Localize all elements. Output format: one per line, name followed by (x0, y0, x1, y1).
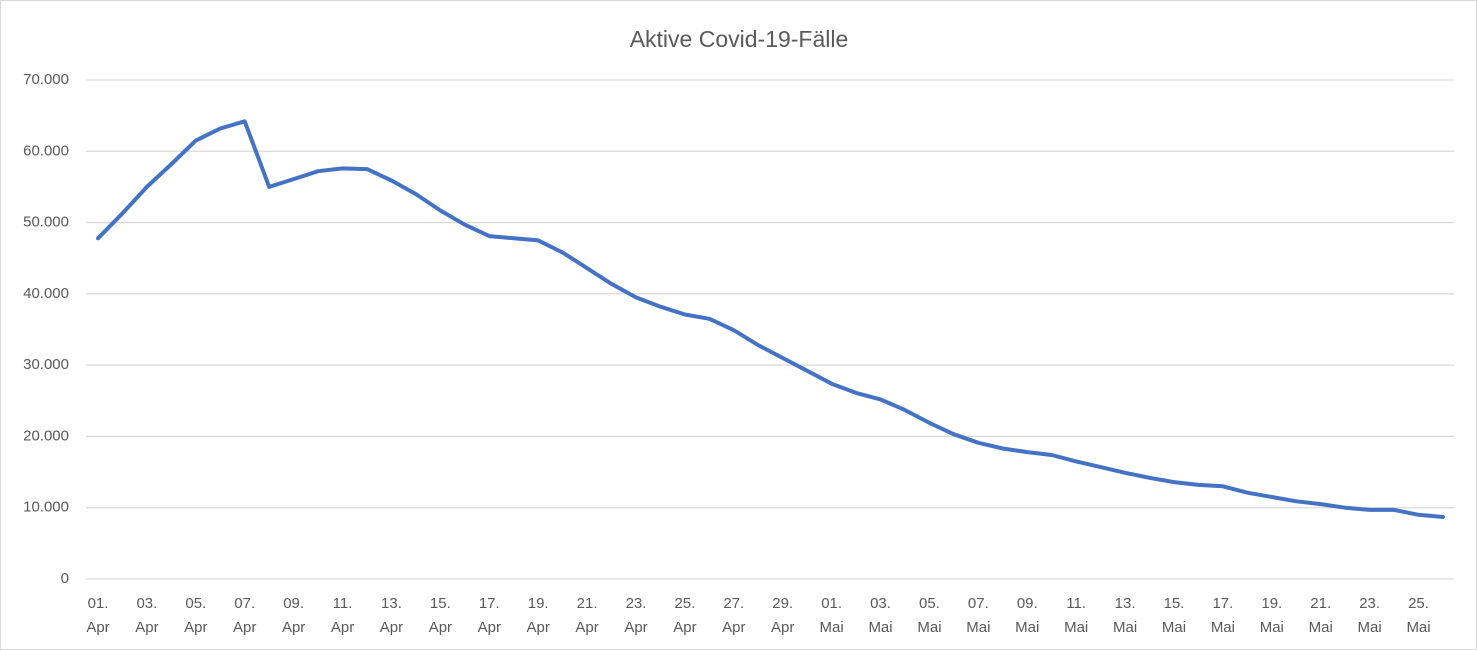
data-line (96, 119, 1445, 519)
y-tick-label: 50.000 (23, 214, 69, 231)
chart-title: Aktive Covid-19-Fälle (630, 26, 849, 52)
x-tick-label: 03. Apr (135, 595, 159, 636)
x-tick-label: 01. Mai (819, 595, 844, 636)
x-tick-label: 25. Apr (673, 595, 697, 636)
x-tick-label: 27. Apr (722, 595, 746, 636)
x-tick-label: 13. Mai (1112, 595, 1138, 636)
x-tick-label: 19. Apr (526, 595, 550, 636)
x-tick-label: 23. Apr (624, 595, 648, 636)
x-tick-label: 07. Mai (966, 595, 991, 636)
x-tick-label: 05. Mai (917, 595, 942, 636)
x-tick-label: 01. Apr (86, 595, 110, 636)
x-tick-label: 13. Apr (379, 595, 404, 636)
x-tick-label: 17. Apr (477, 595, 501, 636)
y-tick-label: 70.000 (23, 71, 69, 88)
x-tick-label: 03. Mai (868, 595, 893, 636)
x-tick-label: 29. Apr (771, 595, 795, 636)
x-tick-label: 21. Apr (575, 595, 599, 636)
x-tick-label: 15. Apr (428, 595, 453, 636)
y-tick-label: 20.000 (23, 427, 69, 444)
x-tick-label: 19. Mai (1259, 595, 1284, 636)
x-tick-label: 15. Mai (1161, 595, 1187, 636)
y-tick-label: 40.000 (23, 285, 69, 302)
y-tick-label: 10.000 (23, 499, 69, 516)
y-tick-label: 60.000 (23, 142, 69, 159)
x-tick-label: 09. Apr (281, 595, 306, 636)
x-tick-label: 23. Mai (1357, 595, 1382, 636)
y-tick-label: 30.000 (23, 356, 69, 373)
x-tick-label: 09. Mai (1015, 595, 1040, 636)
x-tick-label: 11. Apr (330, 595, 355, 636)
x-tick-label: 21. Mai (1308, 595, 1333, 636)
x-tick-label: 17. Mai (1210, 595, 1235, 636)
x-tick-label: 07. Apr (233, 595, 257, 636)
x-tick-label: 05. Apr (184, 595, 208, 636)
x-tick-label: 25. Mai (1406, 595, 1431, 636)
y-tick-label: 0 (61, 570, 69, 587)
x-tick-label: 11. Mai (1064, 595, 1089, 636)
